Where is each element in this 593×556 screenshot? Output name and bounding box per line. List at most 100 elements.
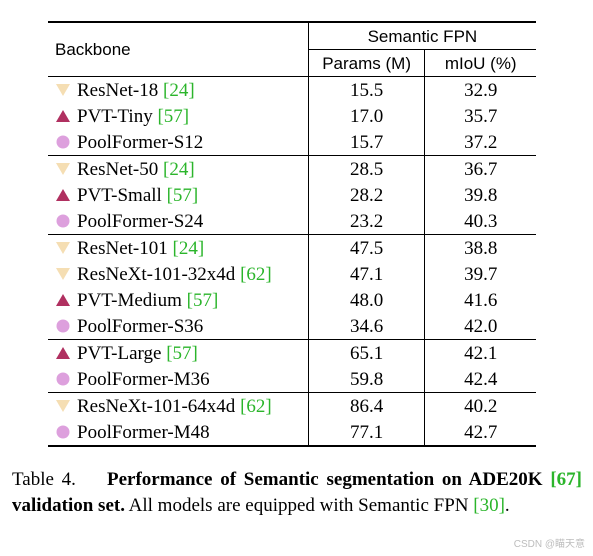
- watermark: CSDN @瞄天意: [513, 539, 585, 550]
- miou-cell: 42.7: [424, 419, 536, 446]
- circle-marker-icon: [55, 319, 71, 333]
- citation-link[interactable]: [57]: [157, 105, 190, 127]
- table-row: ResNeXt-101-64x4d [62] 86.4 40.2: [48, 392, 536, 419]
- params-cell: 77.1: [307, 419, 425, 446]
- backbone-cell: PoolFormer-M48: [48, 419, 308, 446]
- params-cell: 34.6: [307, 313, 425, 340]
- caption-body-ref-number: 30: [479, 495, 499, 516]
- backbone-name: ResNeXt-101-64x4d: [77, 395, 236, 417]
- backbone-cell: ResNet-101 [24]: [48, 234, 309, 261]
- miou-cell: 39.7: [424, 261, 536, 287]
- miou-cell: 38.8: [424, 234, 536, 261]
- caption-title: Performance of Semantic segmentation on …: [12, 469, 582, 516]
- results-table: Backbone Semantic FPN Params (M) mIoU (%…: [48, 21, 536, 447]
- backbone-name: PVT-Tiny: [77, 105, 153, 127]
- backbone-name: PVT-Medium: [77, 289, 182, 311]
- miou-cell: 36.7: [424, 155, 536, 182]
- triangle-down-marker-icon: [55, 267, 71, 281]
- caption-label: Table 4.: [12, 469, 76, 490]
- citation-link[interactable]: [24]: [163, 158, 195, 180]
- backbone-name: PoolFormer-S24: [77, 210, 204, 232]
- backbone-cell: PoolFormer-S12: [48, 129, 308, 156]
- triangle-down-marker-icon: [55, 162, 71, 176]
- citation-link[interactable]: [57]: [186, 289, 219, 311]
- params-cell: 15.7: [307, 129, 425, 156]
- backbone-cell: ResNet-50 [24]: [48, 155, 309, 182]
- header-backbone: Backbone: [55, 40, 131, 59]
- backbone-cell: ResNeXt-101-64x4d [62]: [48, 392, 309, 419]
- header-params: Params (M): [307, 49, 425, 77]
- caption-body-part1: All models are equipped with Semantic FP…: [128, 495, 469, 516]
- backbone-cell: PVT-Small [57]: [48, 182, 308, 208]
- circle-marker-icon: [55, 214, 71, 228]
- citation-link[interactable]: [62]: [240, 263, 272, 285]
- params-cell: 28.5: [307, 155, 425, 182]
- table-row: PoolFormer-S12 15.7 37.2: [48, 129, 536, 156]
- backbone-cell: PoolFormer-S24: [48, 208, 308, 235]
- params-cell: 47.5: [307, 234, 425, 261]
- citation-link[interactable]: [62]: [240, 395, 272, 417]
- miou-cell: 42.4: [424, 366, 536, 393]
- triangle-down-marker-icon: [55, 83, 71, 97]
- backbone-name: PVT-Large: [77, 342, 162, 364]
- table-row: PoolFormer-M48 77.1 42.7: [48, 419, 536, 446]
- citation-link[interactable]: [24]: [172, 237, 205, 259]
- backbone-name: PoolFormer-M36: [77, 368, 210, 390]
- backbone-cell: PVT-Medium [57]: [48, 287, 308, 313]
- params-cell: 28.2: [307, 182, 425, 208]
- backbone-cell: PVT-Tiny [57]: [48, 103, 308, 129]
- miou-cell: 40.2: [424, 392, 536, 419]
- triangle-up-marker-icon: [55, 188, 71, 202]
- miou-cell: 32.9: [424, 76, 536, 103]
- backbone-cell: ResNet-18 [24]: [48, 76, 309, 103]
- caption-title-ref-number: 67: [556, 469, 576, 490]
- header-miou: mIoU (%): [424, 49, 536, 77]
- triangle-up-marker-icon: [55, 346, 71, 360]
- citation-link[interactable]: [57]: [166, 342, 198, 364]
- params-cell: 59.8: [307, 366, 425, 393]
- table-row: PVT-Large [57] 65.1 42.1: [48, 339, 536, 366]
- table-row: ResNeXt-101-32x4d [62] 47.1 39.7: [48, 261, 536, 287]
- backbone-name: PoolFormer-S12: [77, 131, 204, 153]
- params-cell: 47.1: [307, 261, 425, 287]
- params-cell: 15.5: [307, 76, 425, 103]
- caption-title-part2: validation set.: [12, 495, 125, 516]
- results-table-container: Backbone Semantic FPN Params (M) mIoU (%…: [48, 21, 536, 447]
- backbone-cell: PoolFormer-S36: [48, 313, 308, 340]
- circle-marker-icon: [55, 135, 71, 149]
- caption-body-ref: [30]: [473, 495, 505, 516]
- backbone-name: ResNet-18: [77, 79, 159, 101]
- backbone-name: ResNeXt-101-32x4d: [77, 263, 236, 285]
- header-row-1: Backbone Semantic FPN: [48, 22, 536, 58]
- circle-marker-icon: [55, 372, 71, 386]
- params-cell: 17.0: [307, 103, 425, 129]
- table-row: ResNet-18 [24] 15.5 32.9: [48, 76, 536, 103]
- triangle-up-marker-icon: [55, 293, 71, 307]
- circle-marker-icon: [55, 425, 71, 439]
- backbone-cell: PoolFormer-M36: [48, 366, 308, 393]
- params-cell: 23.2: [307, 208, 425, 235]
- miou-cell: 39.8: [424, 182, 536, 208]
- citation-link[interactable]: [24]: [163, 79, 195, 101]
- table-row: PVT-Small [57] 28.2 39.8: [48, 182, 536, 208]
- table-row: PoolFormer-S24 23.2 40.3: [48, 208, 536, 235]
- triangle-down-marker-icon: [55, 399, 71, 413]
- miou-cell: 42.0: [424, 313, 536, 340]
- caption-title-ref: [67]: [550, 469, 582, 490]
- backbone-name: ResNet-50: [77, 158, 159, 180]
- caption-body-part2: .: [504, 495, 510, 516]
- backbone-name: PVT-Small: [77, 184, 162, 206]
- table-row: PVT-Medium [57] 48.0 41.6: [48, 287, 536, 313]
- table-row: PoolFormer-S36 34.6 42.0: [48, 313, 536, 340]
- params-cell: 48.0: [307, 287, 425, 313]
- table-row: ResNet-101 [24] 47.5 38.8: [48, 234, 536, 261]
- backbone-name: PoolFormer-S36: [77, 315, 204, 337]
- table-body: ResNet-18 [24] 15.5 32.9 PVT-Tiny [57] 17.0 3…: [48, 76, 536, 446]
- table-row: ResNet-50 [24] 28.5 36.7: [48, 155, 536, 182]
- header-row-2: Params (M) mIoU (%): [48, 49, 536, 77]
- miou-cell: 42.1: [424, 339, 536, 366]
- table-caption: Table 4. Performance of Semantic segment…: [12, 467, 582, 519]
- header-semantic-fpn: Semantic FPN: [307, 22, 536, 50]
- miou-cell: 37.2: [424, 129, 536, 156]
- citation-link[interactable]: [57]: [166, 184, 199, 206]
